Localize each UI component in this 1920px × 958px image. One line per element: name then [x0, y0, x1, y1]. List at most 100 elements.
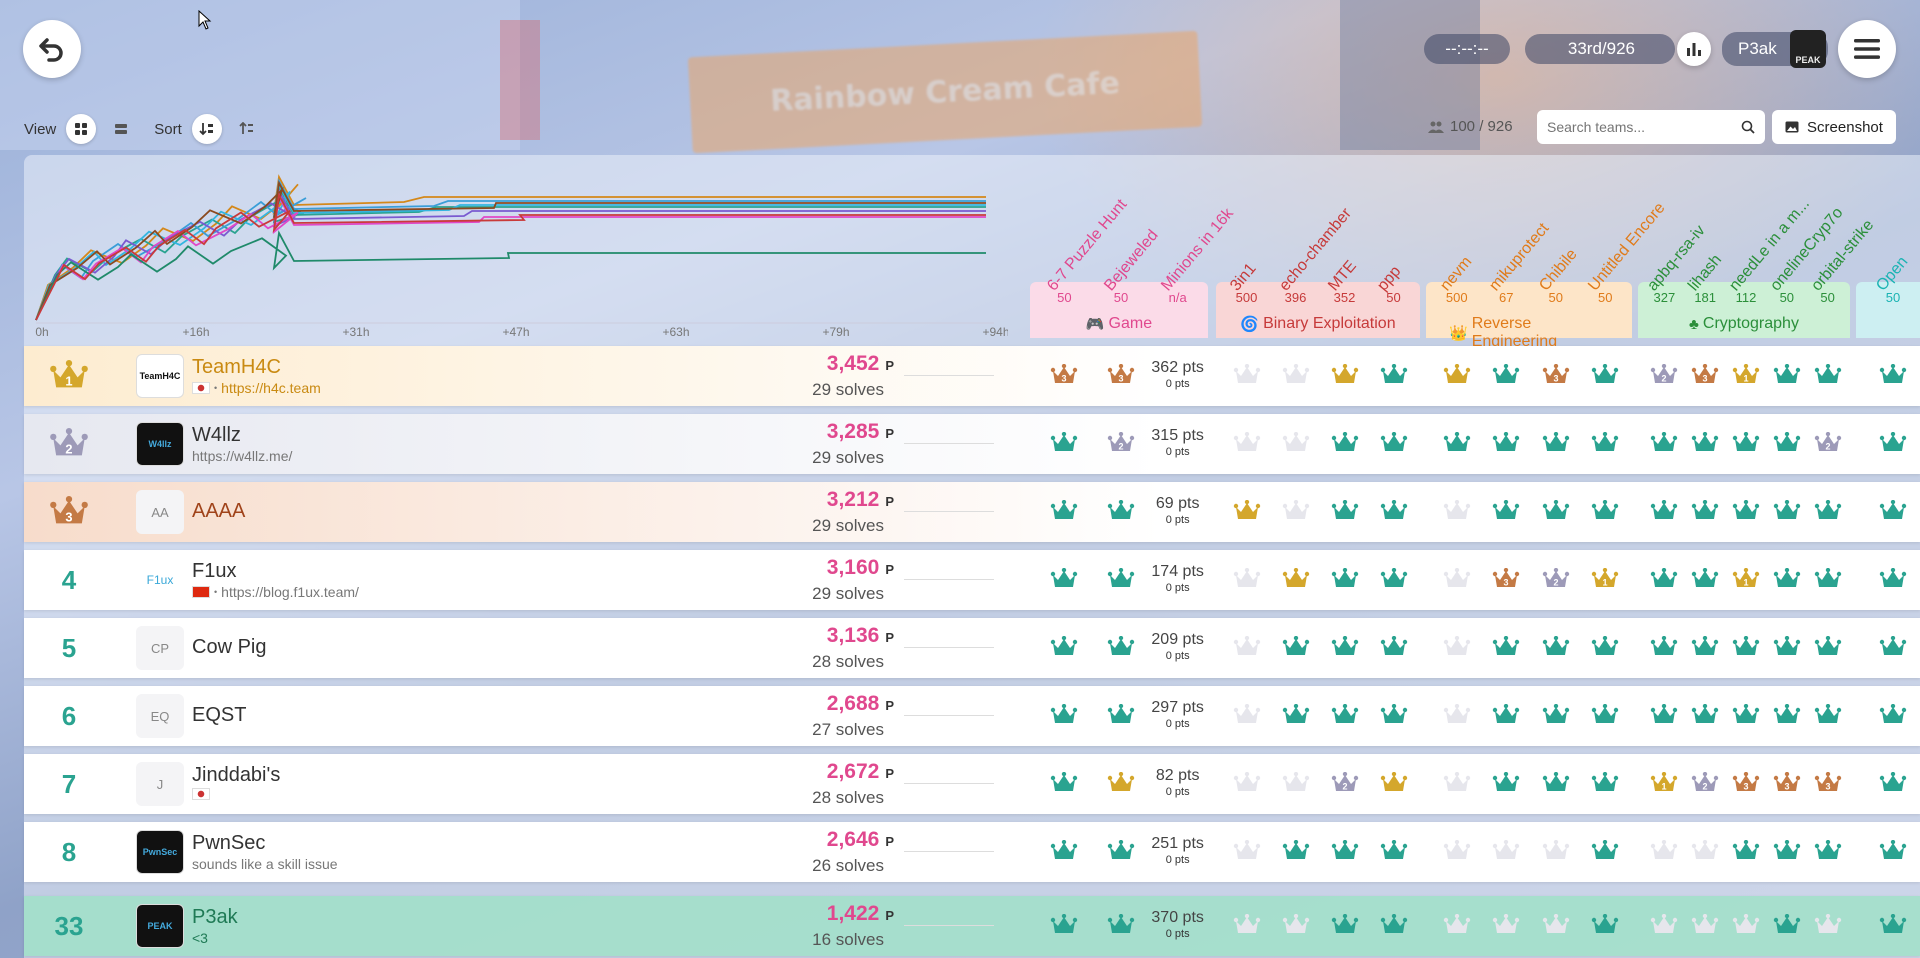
- back-button[interactable]: [23, 20, 81, 78]
- solve-cell[interactable]: [1281, 362, 1311, 388]
- solve-cell[interactable]: [1772, 430, 1802, 456]
- solve-cell[interactable]: [1690, 912, 1720, 938]
- solve-cell[interactable]: [1491, 770, 1521, 796]
- solve-cell[interactable]: [1442, 770, 1472, 796]
- solve-cell[interactable]: [1878, 838, 1908, 864]
- solve-cell[interactable]: 3: [1772, 770, 1802, 796]
- solve-cell[interactable]: [1442, 498, 1472, 524]
- solve-cell[interactable]: [1442, 566, 1472, 592]
- solve-cell[interactable]: [1442, 362, 1472, 388]
- solve-cell[interactable]: 3: [1491, 566, 1521, 592]
- solve-cell[interactable]: [1049, 566, 1079, 592]
- team-name[interactable]: Jinddabi's: [192, 764, 281, 786]
- solve-cell[interactable]: [1590, 362, 1620, 388]
- team-row[interactable]: 6 EQ EQST 2,688 P 27 solves 297 pts 0 pts: [24, 686, 1920, 746]
- solve-cell[interactable]: [1731, 498, 1761, 524]
- solve-cell[interactable]: [1813, 566, 1843, 592]
- solve-cell[interactable]: 2: [1813, 430, 1843, 456]
- solve-cell[interactable]: [1379, 634, 1409, 660]
- solve-cell[interactable]: [1106, 770, 1136, 796]
- solve-cell[interactable]: [1541, 430, 1571, 456]
- solve-cell[interactable]: [1491, 702, 1521, 728]
- solve-cell[interactable]: [1878, 430, 1908, 456]
- solve-cell[interactable]: [1649, 912, 1679, 938]
- solve-cell[interactable]: [1106, 566, 1136, 592]
- solve-cell[interactable]: [1813, 634, 1843, 660]
- category-header-4[interactable]: [1856, 282, 1920, 338]
- solve-cell[interactable]: [1690, 498, 1720, 524]
- user-avatar[interactable]: PEAK: [1790, 30, 1826, 68]
- solve-cell[interactable]: [1649, 498, 1679, 524]
- solve-cell[interactable]: [1772, 566, 1802, 592]
- solve-cell[interactable]: 2: [1541, 566, 1571, 592]
- team-name[interactable]: EQST: [192, 704, 247, 726]
- solve-cell[interactable]: [1330, 634, 1360, 660]
- solve-cell[interactable]: [1731, 634, 1761, 660]
- solve-cell[interactable]: [1690, 702, 1720, 728]
- solve-cell[interactable]: [1731, 430, 1761, 456]
- solve-cell[interactable]: [1649, 430, 1679, 456]
- team-row[interactable]: 2 W4llz W4llz https://w4llz.me/3,285 P 29 sol…: [24, 414, 1920, 474]
- solve-cell[interactable]: [1442, 702, 1472, 728]
- solve-cell[interactable]: [1690, 634, 1720, 660]
- solve-cell[interactable]: [1878, 912, 1908, 938]
- solve-cell[interactable]: [1772, 498, 1802, 524]
- solve-cell[interactable]: [1379, 566, 1409, 592]
- solve-cell[interactable]: [1878, 702, 1908, 728]
- solve-cell[interactable]: [1330, 566, 1360, 592]
- solve-cell[interactable]: [1379, 362, 1409, 388]
- solve-cell[interactable]: [1541, 702, 1571, 728]
- solve-cell[interactable]: 1: [1649, 770, 1679, 796]
- team-name[interactable]: Cow Pig: [192, 636, 267, 658]
- team-name[interactable]: AAAA: [192, 500, 246, 522]
- team-row[interactable]: 33 PEAK P3ak <3 1,422 P 16 solves 370 pts 0 pts: [24, 896, 1920, 956]
- solve-cell[interactable]: [1049, 770, 1079, 796]
- solve-cell[interactable]: [1232, 498, 1262, 524]
- solve-cell[interactable]: [1281, 430, 1311, 456]
- solve-cell[interactable]: [1049, 838, 1079, 864]
- solve-cell[interactable]: 1: [1731, 362, 1761, 388]
- solve-cell[interactable]: [1049, 430, 1079, 456]
- team-name[interactable]: TeamH4C: [192, 356, 281, 378]
- solve-cell[interactable]: [1442, 634, 1472, 660]
- team-row[interactable]: 3 AA AAAA 3,212 P 29 solves 69 pts 0 pts: [24, 482, 1920, 542]
- rank-indicator[interactable]: 33rd/926: [1525, 34, 1675, 64]
- solve-cell[interactable]: [1106, 498, 1136, 524]
- solve-cell[interactable]: [1442, 430, 1472, 456]
- solve-cell[interactable]: [1690, 838, 1720, 864]
- list-view-button[interactable]: [106, 114, 136, 144]
- solve-cell[interactable]: [1813, 498, 1843, 524]
- solve-cell[interactable]: 1: [1731, 566, 1761, 592]
- solve-cell[interactable]: [1232, 702, 1262, 728]
- sort-descending-button[interactable]: [191, 114, 222, 144]
- category-header-1[interactable]: [1216, 282, 1420, 338]
- solve-cell[interactable]: [1379, 912, 1409, 938]
- team-url[interactable]: sounds like a skill issue: [192, 856, 338, 872]
- solve-cell[interactable]: 3: [1690, 362, 1720, 388]
- sort-ascending-button[interactable]: [232, 114, 262, 144]
- solve-cell[interactable]: [1232, 634, 1262, 660]
- solve-cell[interactable]: [1541, 770, 1571, 796]
- solve-cell[interactable]: [1690, 430, 1720, 456]
- team-name[interactable]: PwnSec: [192, 832, 266, 854]
- solve-cell[interactable]: [1878, 566, 1908, 592]
- solve-cell[interactable]: [1590, 838, 1620, 864]
- solve-cell[interactable]: [1772, 912, 1802, 938]
- solve-cell[interactable]: 2: [1690, 770, 1720, 796]
- solve-cell[interactable]: [1106, 912, 1136, 938]
- solve-cell[interactable]: [1649, 702, 1679, 728]
- solve-cell[interactable]: [1491, 634, 1521, 660]
- solve-cell[interactable]: [1232, 362, 1262, 388]
- solve-cell[interactable]: [1690, 566, 1720, 592]
- team-row[interactable]: 7 J Jinddabi's 2,672 P 28 solves 82 pts 0 pts 2 1…: [24, 754, 1920, 814]
- solve-cell[interactable]: 3: [1731, 770, 1761, 796]
- solve-cell[interactable]: [1232, 912, 1262, 938]
- solve-cell[interactable]: [1106, 702, 1136, 728]
- team-url[interactable]: https://w4llz.me/: [192, 448, 293, 464]
- solve-cell[interactable]: [1813, 838, 1843, 864]
- solve-cell[interactable]: [1049, 498, 1079, 524]
- solve-cell[interactable]: [1330, 498, 1360, 524]
- solve-cell[interactable]: [1379, 430, 1409, 456]
- solve-cell[interactable]: [1281, 838, 1311, 864]
- stats-button[interactable]: [1677, 32, 1711, 66]
